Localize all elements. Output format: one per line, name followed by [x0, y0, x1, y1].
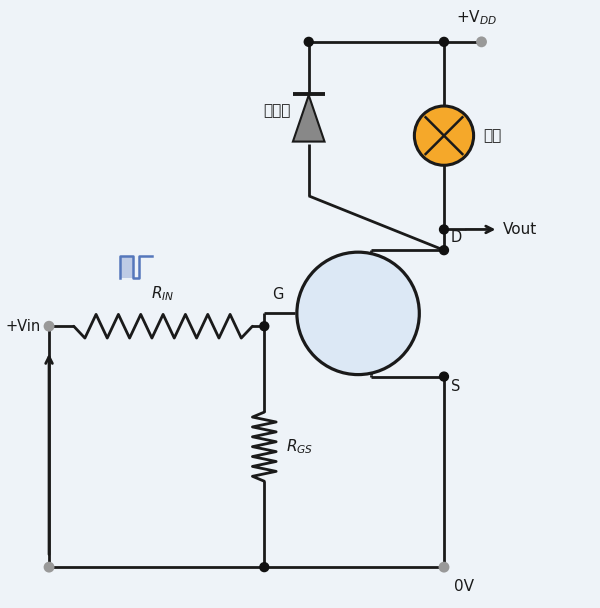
Text: +Vin: +Vin — [6, 319, 41, 334]
Circle shape — [260, 562, 269, 572]
Text: +V$_{DD}$: +V$_{DD}$ — [456, 9, 497, 27]
Text: 二极管: 二极管 — [263, 103, 291, 119]
Text: $R_{GS}$: $R_{GS}$ — [286, 437, 313, 456]
Text: 0V: 0V — [454, 579, 474, 594]
Circle shape — [476, 36, 487, 47]
Text: $R_{IN}$: $R_{IN}$ — [151, 284, 175, 303]
Circle shape — [440, 38, 448, 46]
Circle shape — [304, 38, 313, 46]
Circle shape — [297, 252, 419, 375]
Text: D: D — [451, 230, 462, 245]
Circle shape — [44, 321, 55, 331]
Circle shape — [44, 562, 55, 573]
Circle shape — [439, 562, 449, 573]
Text: G: G — [272, 286, 284, 302]
Text: Vout: Vout — [503, 222, 538, 237]
Text: S: S — [451, 379, 460, 393]
Text: 灯泡: 灯泡 — [484, 128, 502, 143]
Polygon shape — [293, 95, 325, 142]
Circle shape — [440, 372, 448, 381]
Polygon shape — [120, 256, 133, 278]
Circle shape — [415, 106, 473, 165]
Circle shape — [440, 225, 448, 234]
Circle shape — [440, 246, 448, 255]
Circle shape — [260, 322, 269, 331]
